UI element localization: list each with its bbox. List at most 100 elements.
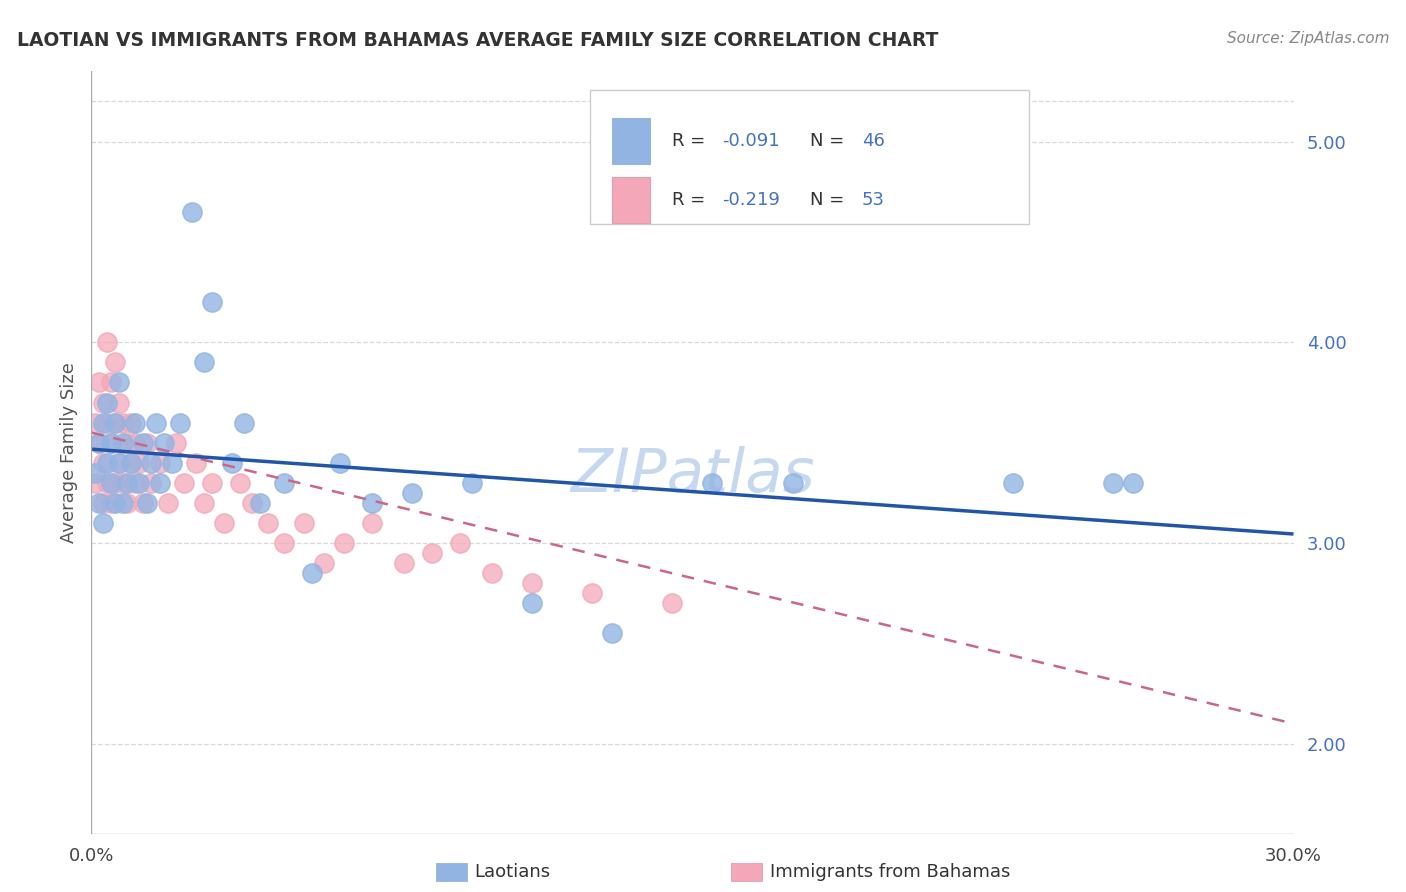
Point (702, 475, 724, 490)
Text: -0.219: -0.219 (723, 191, 780, 209)
Point (661, 596, 683, 610)
Text: 53: 53 (862, 191, 884, 209)
Point (249, 496, 271, 510)
Point (121, 456, 143, 470)
Text: Laotians: Laotians (474, 863, 550, 881)
Point (141, 475, 163, 490)
Point (96, 456, 118, 470)
Point (100, 496, 122, 510)
Text: LAOTIAN VS IMMIGRANTS FROM BAHAMAS AVERAGE FAMILY SIZE CORRELATION CHART: LAOTIAN VS IMMIGRANTS FROM BAHAMAS AVERA… (17, 31, 938, 50)
Point (481, 566, 503, 580)
Point (121, 456, 143, 470)
Point (112, 475, 135, 490)
Point (240, 496, 263, 510)
Point (93, 456, 115, 470)
Point (256, 516, 278, 530)
Point (136, 496, 159, 510)
Point (292, 516, 315, 530)
Point (100, 435, 122, 450)
Point (104, 416, 127, 430)
Point (128, 475, 150, 490)
Point (100, 475, 122, 490)
Text: N =: N = (810, 191, 851, 209)
Text: -0.091: -0.091 (723, 132, 780, 150)
Point (132, 496, 155, 510)
Point (117, 496, 139, 510)
Point (141, 456, 163, 470)
Point (100, 376, 122, 390)
Point (148, 475, 170, 490)
Text: Immigrants from Bahamas: Immigrants from Bahamas (770, 863, 1011, 881)
Point (312, 556, 335, 570)
Point (89, 496, 111, 510)
FancyBboxPatch shape (591, 90, 1029, 224)
Point (228, 475, 250, 490)
FancyBboxPatch shape (612, 119, 651, 164)
Point (180, 204, 202, 219)
Point (96, 475, 118, 490)
Point (169, 416, 191, 430)
Point (89, 376, 111, 390)
Point (108, 456, 131, 470)
Text: R =: R = (672, 132, 711, 150)
Point (221, 456, 243, 470)
Text: N =: N = (810, 132, 851, 150)
Point (201, 475, 224, 490)
Point (392, 556, 415, 570)
Point (104, 475, 127, 490)
Point (93, 395, 115, 409)
Point (782, 475, 804, 490)
Point (301, 566, 323, 580)
Point (104, 416, 127, 430)
Point (360, 516, 382, 530)
Point (329, 456, 352, 470)
Point (193, 496, 215, 510)
Point (461, 475, 484, 490)
Point (212, 516, 235, 530)
Point (108, 456, 131, 470)
Point (84, 475, 107, 490)
Point (160, 456, 183, 470)
Text: ZIPatlas: ZIPatlas (571, 446, 814, 505)
Point (449, 536, 471, 550)
Point (112, 416, 135, 430)
Point (522, 596, 544, 610)
Point (193, 355, 215, 369)
Point (108, 395, 131, 409)
Point (104, 355, 127, 369)
Point (401, 485, 423, 500)
Point (132, 435, 155, 450)
Point (96, 395, 118, 409)
Point (108, 376, 131, 390)
Point (136, 435, 159, 450)
Point (96, 335, 118, 350)
Point (360, 496, 382, 510)
Point (112, 496, 135, 510)
Point (84, 466, 107, 480)
Point (201, 295, 224, 310)
Point (522, 576, 544, 591)
Point (581, 586, 603, 600)
Y-axis label: Average Family Size: Average Family Size (59, 362, 77, 543)
Point (100, 435, 122, 450)
Point (104, 496, 127, 510)
Point (89, 435, 111, 450)
Point (156, 496, 179, 510)
Point (273, 475, 295, 490)
Point (93, 416, 115, 430)
Point (1122, 475, 1144, 490)
Point (124, 475, 146, 490)
Point (1102, 475, 1125, 490)
Point (145, 416, 167, 430)
Point (112, 435, 135, 450)
Point (152, 435, 174, 450)
Point (273, 536, 295, 550)
Text: Source: ZipAtlas.com: Source: ZipAtlas.com (1226, 31, 1389, 46)
Point (117, 475, 139, 490)
Point (89, 435, 111, 450)
Point (184, 456, 207, 470)
Point (124, 435, 146, 450)
Point (84, 416, 107, 430)
Point (117, 435, 139, 450)
Point (93, 516, 115, 530)
